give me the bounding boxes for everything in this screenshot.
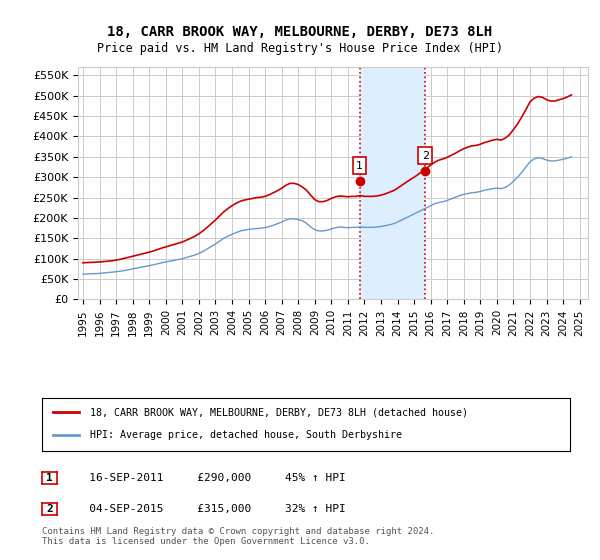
Text: HPI: Average price, detached house, South Derbyshire: HPI: Average price, detached house, Sout… bbox=[89, 430, 401, 440]
Text: 18, CARR BROOK WAY, MELBOURNE, DERBY, DE73 8LH (detached house): 18, CARR BROOK WAY, MELBOURNE, DERBY, DE… bbox=[89, 408, 467, 418]
Text: 04-SEP-2015     £315,000     32% ↑ HPI: 04-SEP-2015 £315,000 32% ↑ HPI bbox=[69, 504, 346, 514]
Text: Price paid vs. HM Land Registry's House Price Index (HPI): Price paid vs. HM Land Registry's House … bbox=[97, 42, 503, 55]
Text: 2: 2 bbox=[422, 151, 429, 161]
Text: 16-SEP-2011     £290,000     45% ↑ HPI: 16-SEP-2011 £290,000 45% ↑ HPI bbox=[69, 473, 346, 483]
Text: 18, CARR BROOK WAY, MELBOURNE, DERBY, DE73 8LH: 18, CARR BROOK WAY, MELBOURNE, DERBY, DE… bbox=[107, 25, 493, 39]
Text: 1: 1 bbox=[356, 161, 363, 171]
Text: 2: 2 bbox=[46, 504, 53, 514]
Text: Contains HM Land Registry data © Crown copyright and database right 2024.
This d: Contains HM Land Registry data © Crown c… bbox=[42, 526, 434, 546]
Text: 1: 1 bbox=[46, 473, 53, 483]
Bar bbox=[359, 67, 425, 300]
